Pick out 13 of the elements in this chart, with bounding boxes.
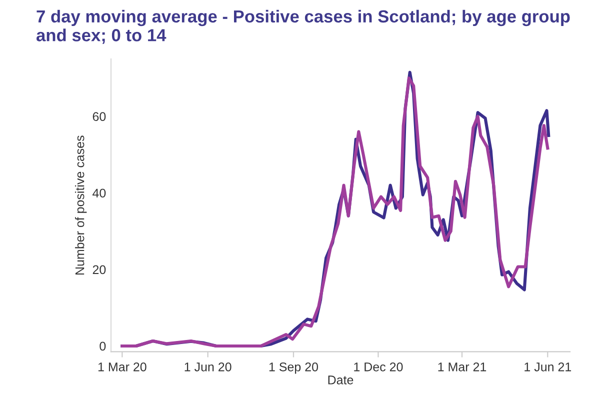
x-tick-label: 1 Mar 21 [438,362,486,372]
x-tick-label: 1 Dec 20 [354,362,403,372]
y-axis-title: Number of positive cases [75,136,87,274]
y-tick-label: 60 [92,112,106,122]
x-tick-label: 1 Sep 20 [269,362,318,374]
y-tick-label: 20 [92,265,106,274]
x-tick-label: 1 Jun 20 [184,362,232,372]
x-tick-label: 1 Mar 20 [98,362,146,372]
x-tick-label: 1 Jun 21 [524,362,572,372]
x-axis-title: Date [328,376,354,384]
y-tick-label: 0 [100,342,106,351]
chart-title: 7 day moving average - Positive cases in Scotland; by age group and sex; 0 to 14 [36,10,570,44]
y-tick-label: 40 [92,188,106,198]
